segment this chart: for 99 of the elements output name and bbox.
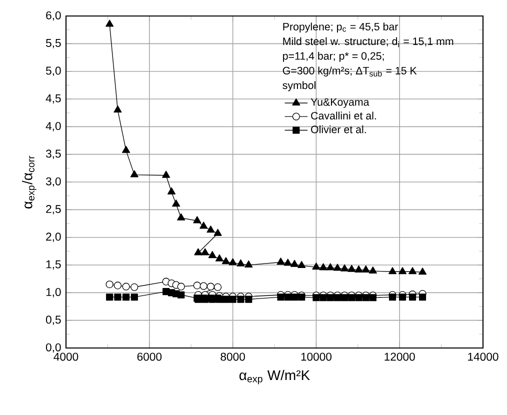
point bbox=[284, 294, 292, 301]
point bbox=[418, 268, 427, 275]
point bbox=[369, 294, 376, 302]
point bbox=[245, 296, 252, 303]
point bbox=[284, 258, 292, 266]
point bbox=[388, 267, 397, 274]
point bbox=[290, 260, 299, 267]
x-tick-label: 12000 bbox=[384, 352, 415, 361]
x-axis-title: α$_{exp}$ W/m²K bbox=[239, 370, 310, 384]
point bbox=[368, 266, 377, 274]
point bbox=[178, 291, 185, 298]
point bbox=[334, 294, 341, 302]
y-tick-label: 0,5 bbox=[46, 316, 61, 326]
y-tick-label: 3,0 bbox=[46, 177, 61, 187]
point bbox=[354, 265, 363, 272]
y-tick-label: 2,0 bbox=[46, 232, 61, 242]
point bbox=[348, 264, 356, 272]
x-tick-label: 14000 bbox=[468, 352, 498, 361]
point bbox=[193, 282, 201, 290]
point bbox=[298, 260, 306, 268]
point bbox=[130, 283, 138, 291]
point bbox=[319, 263, 328, 270]
y-tick-label: 3,5 bbox=[46, 150, 61, 160]
y-tick-label: 6,0 bbox=[46, 11, 61, 21]
y-tick-label: 2,5 bbox=[46, 204, 61, 214]
point bbox=[362, 265, 370, 272]
point bbox=[348, 294, 356, 302]
point bbox=[312, 262, 320, 270]
point bbox=[398, 267, 407, 274]
point bbox=[206, 282, 214, 290]
point bbox=[206, 226, 215, 233]
y-tick-label: 0,0 bbox=[46, 343, 61, 353]
point bbox=[167, 187, 176, 194]
point bbox=[244, 260, 253, 268]
point bbox=[194, 248, 202, 256]
annotation: Propylene; p$_{c}$ = 45,5 bar bbox=[283, 22, 398, 33]
point bbox=[122, 146, 130, 153]
point bbox=[177, 213, 186, 220]
point bbox=[276, 258, 285, 265]
y-tick-label: 1,0 bbox=[46, 288, 61, 298]
point bbox=[130, 294, 138, 301]
point bbox=[114, 294, 122, 301]
annotation: p=11,4 bar; p* = 0,25; bbox=[283, 52, 384, 62]
legend-label: Cavallini et al. bbox=[311, 112, 376, 120]
point bbox=[193, 216, 202, 224]
x-tick-label: 6000 bbox=[137, 352, 162, 361]
point bbox=[355, 294, 362, 302]
point bbox=[214, 228, 222, 236]
point bbox=[215, 254, 224, 262]
y-tick-label: 1,5 bbox=[46, 260, 61, 270]
point bbox=[122, 294, 130, 301]
point bbox=[341, 294, 348, 302]
point bbox=[214, 283, 222, 291]
legend-label: Olivier et al. bbox=[311, 125, 366, 134]
point bbox=[320, 294, 327, 302]
annotation: G=300 kg/m²s; ΔT$_{sub}$ = 15 K bbox=[282, 66, 417, 77]
point bbox=[408, 294, 416, 301]
point bbox=[177, 282, 185, 290]
point bbox=[200, 222, 208, 229]
point bbox=[222, 257, 230, 264]
x-tick-label: 4000 bbox=[54, 352, 78, 361]
legend-title: symbol bbox=[282, 81, 316, 92]
point bbox=[208, 250, 216, 258]
x-tick-label: 10000 bbox=[301, 352, 332, 361]
legend-label: Yu&Koyama bbox=[310, 98, 370, 108]
point bbox=[236, 259, 245, 266]
point bbox=[162, 170, 170, 178]
point bbox=[172, 200, 180, 207]
point bbox=[237, 296, 244, 303]
point bbox=[362, 294, 370, 302]
y-tick-label: 5,0 bbox=[46, 66, 61, 76]
point bbox=[122, 282, 130, 290]
point bbox=[340, 264, 349, 272]
point bbox=[130, 170, 138, 178]
y-tick-label: 5,5 bbox=[46, 39, 61, 48]
point bbox=[408, 267, 417, 274]
point bbox=[326, 294, 334, 302]
point bbox=[229, 296, 236, 303]
point bbox=[388, 294, 396, 301]
point bbox=[290, 294, 298, 301]
point bbox=[312, 294, 320, 302]
point bbox=[114, 105, 122, 113]
point bbox=[114, 282, 122, 290]
point bbox=[419, 294, 426, 301]
point bbox=[228, 258, 237, 266]
point bbox=[106, 280, 114, 288]
point bbox=[201, 248, 210, 256]
point bbox=[106, 294, 114, 301]
y-tick-label: 4,0 bbox=[46, 122, 61, 132]
annotation: Mild steel w. structure; d$_{i}$ = 15,1 mm bbox=[283, 37, 454, 48]
x-tick-label: 8000 bbox=[220, 352, 245, 361]
point bbox=[200, 282, 208, 290]
point bbox=[277, 294, 284, 301]
point bbox=[398, 294, 406, 301]
point bbox=[326, 263, 334, 270]
y-tick-label: 4,5 bbox=[46, 94, 61, 104]
point bbox=[333, 264, 342, 271]
point bbox=[222, 296, 230, 303]
y-axis-title: α$_{exp}$/α$_{corr}$ bbox=[22, 156, 36, 208]
